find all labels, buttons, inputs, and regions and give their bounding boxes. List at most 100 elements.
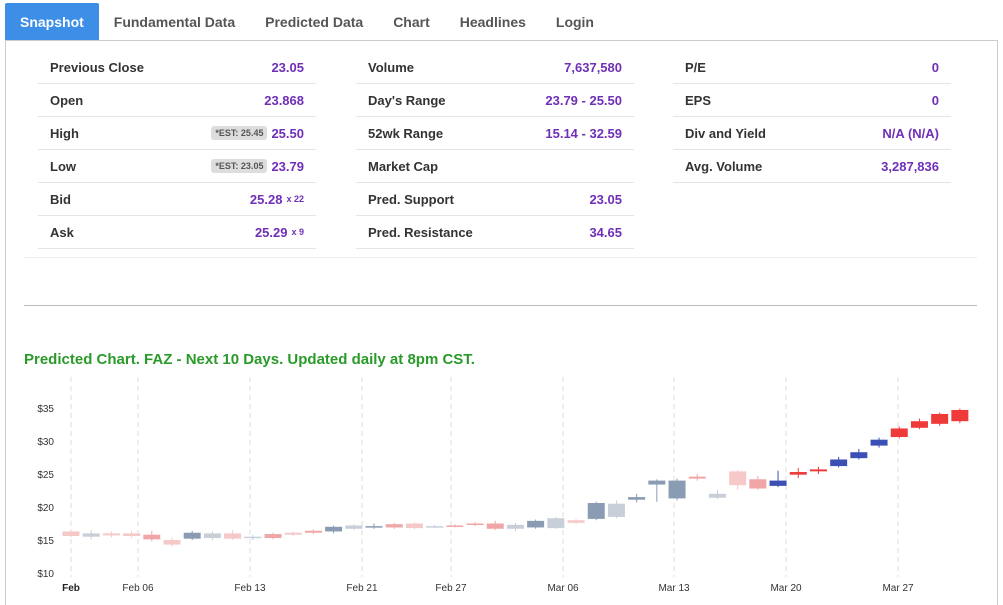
candle[interactable] <box>910 418 928 430</box>
row-label: EPS <box>685 92 712 108</box>
candle[interactable] <box>446 524 464 528</box>
candle[interactable] <box>123 530 141 539</box>
x-tick-label: Feb 13 <box>234 583 266 594</box>
candle[interactable] <box>163 537 181 547</box>
y-tick-label: $15 <box>37 536 54 547</box>
candle[interactable] <box>668 478 686 501</box>
tab-login[interactable]: Login <box>555 14 594 30</box>
candle[interactable] <box>587 501 605 521</box>
candle[interactable] <box>850 448 868 460</box>
candle-body <box>668 480 686 499</box>
candle-body <box>405 523 423 529</box>
candle[interactable] <box>729 470 747 490</box>
candle[interactable] <box>304 529 322 535</box>
candle[interactable] <box>688 474 706 481</box>
candle[interactable] <box>769 470 787 488</box>
snapshot-row: Day's Range 23.79 - 25.50 <box>356 84 634 117</box>
snapshot-row: 52wk Range 15.14 - 32.59 <box>356 117 634 150</box>
tab-fundamental-data[interactable]: Fundamental Data <box>113 14 236 30</box>
candle[interactable] <box>345 524 363 531</box>
row-label: Div and Yield <box>685 125 766 141</box>
tab-predicted-data[interactable]: Predicted Data <box>265 14 364 30</box>
row-label: 52wk Range <box>368 125 444 141</box>
candle[interactable] <box>244 534 262 540</box>
candle[interactable] <box>527 519 545 529</box>
candle[interactable] <box>466 522 484 527</box>
candle[interactable] <box>789 468 807 478</box>
row-value: 23.05 <box>589 191 622 207</box>
x-tick-label: Mar 06 <box>547 583 579 594</box>
row-label: Avg. Volume <box>685 158 763 174</box>
value-text: 25.50 <box>271 125 304 141</box>
candle-body <box>527 520 545 528</box>
candle-body <box>729 471 747 486</box>
candle-body <box>224 533 242 539</box>
candle[interactable] <box>264 532 282 540</box>
candle[interactable] <box>143 530 161 542</box>
candle-body <box>749 479 767 489</box>
candle-body <box>870 439 888 446</box>
candle[interactable] <box>102 531 120 538</box>
candle[interactable] <box>547 516 565 529</box>
tab-chart[interactable]: Chart <box>393 14 430 30</box>
ask-size: x 9 <box>291 227 304 237</box>
candle[interactable] <box>284 531 302 537</box>
candle[interactable] <box>82 530 100 540</box>
tab-bar: Snapshot Fundamental Data Predicted Data… <box>5 3 609 41</box>
candle[interactable] <box>203 531 221 540</box>
candle-body <box>325 526 343 532</box>
row-value: 23.05 <box>271 60 304 75</box>
tab-headlines[interactable]: Headlines <box>459 14 526 30</box>
candle-body <box>688 476 706 479</box>
candle-body <box>264 534 282 539</box>
candle-body <box>102 533 120 536</box>
candle[interactable] <box>830 456 848 468</box>
candle-body <box>809 469 827 472</box>
snapshot-row: Div and Yield N/A (N/A) <box>673 117 951 150</box>
snapshot-column-volume: Volume 7,637,580 Day's Range 23.79 - 25.… <box>356 51 634 249</box>
snapshot-row: Volume 7,637,580 <box>356 51 634 84</box>
row-value: *EST: 25.45 25.50 <box>211 126 304 141</box>
candle[interactable] <box>708 489 726 500</box>
row-label: Bid <box>50 191 71 207</box>
candle-body <box>466 523 484 525</box>
x-tick-label: Feb 21 <box>346 583 378 594</box>
candle[interactable] <box>870 437 888 448</box>
candle[interactable] <box>628 493 646 503</box>
candle[interactable] <box>62 529 80 538</box>
candle[interactable] <box>890 426 908 439</box>
candle[interactable] <box>325 525 343 534</box>
candle[interactable] <box>749 475 767 490</box>
candle-body <box>506 524 524 529</box>
candle[interactable] <box>951 408 969 424</box>
row-value: 34.65 <box>589 224 622 240</box>
candle-body <box>850 452 868 459</box>
candle[interactable] <box>607 500 625 519</box>
snapshot-row: Open 23.868 <box>38 84 316 117</box>
candle[interactable] <box>405 522 423 530</box>
y-axis: $35 $30 $25 $20 $15 $10 <box>37 404 54 580</box>
estimate-badge: *EST: 25.45 <box>211 126 268 140</box>
row-value: 25.28 x 22 <box>250 192 304 207</box>
candle[interactable] <box>931 412 949 426</box>
candle[interactable] <box>809 466 827 474</box>
candle[interactable] <box>385 522 403 529</box>
candlestick-chart[interactable]: $35 $30 $25 $20 $15 $10 Feb Feb 06 Feb 1… <box>24 377 979 605</box>
candle[interactable] <box>648 479 666 502</box>
x-tick-label: Mar 13 <box>658 583 690 594</box>
candle[interactable] <box>183 530 201 540</box>
row-label: Low <box>50 158 76 174</box>
candle[interactable] <box>506 522 524 532</box>
candle[interactable] <box>224 530 242 540</box>
snapshot-column-fundamentals: P/E 0 EPS 0 Div and Yield N/A (N/A) Avg.… <box>673 51 951 183</box>
candle[interactable] <box>426 524 444 529</box>
value-text: 23.868 <box>264 92 304 108</box>
tab-snapshot[interactable]: Snapshot <box>5 3 99 41</box>
candle[interactable] <box>567 518 585 525</box>
candle-body <box>365 526 383 528</box>
candle[interactable] <box>486 520 504 531</box>
candle[interactable] <box>365 523 383 529</box>
candle-body <box>385 524 403 528</box>
row-value: 15.14 - 32.59 <box>545 125 622 141</box>
x-tick-label: Feb 06 <box>122 583 154 594</box>
